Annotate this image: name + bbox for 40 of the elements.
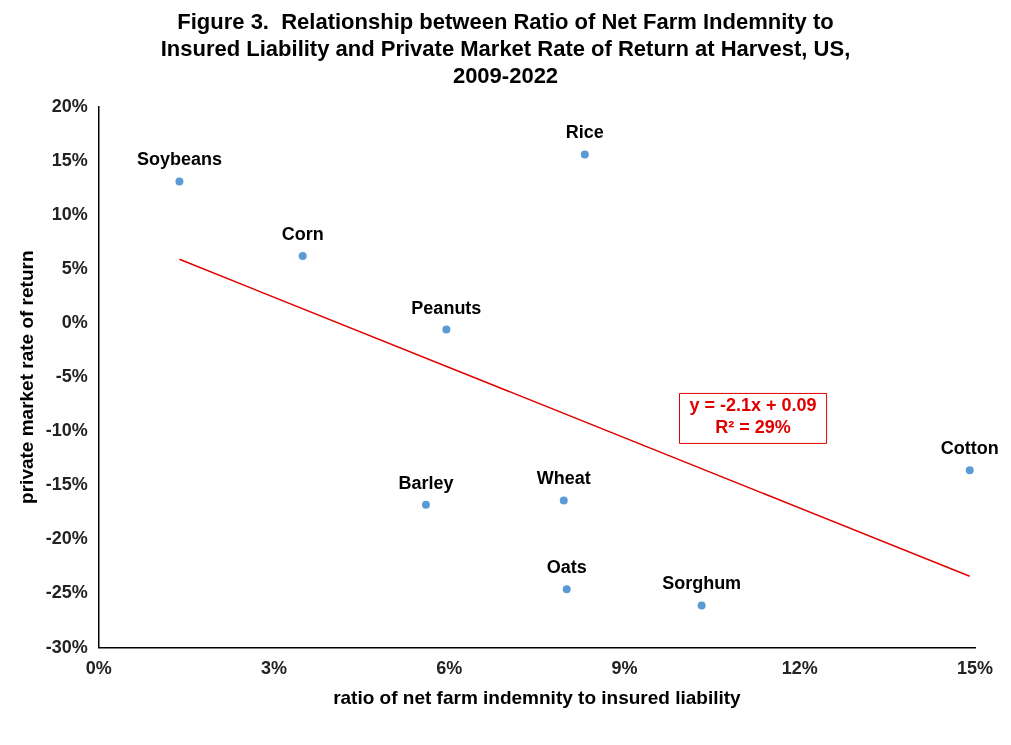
y-tick-label: -15% (45, 474, 88, 495)
y-tick-label: -25% (45, 582, 88, 603)
annotation: y = -2.1x + 0.09 (689, 395, 817, 416)
x-tick-label: 3% (261, 658, 288, 679)
y-tick-label: -5% (55, 366, 88, 387)
annotation: Corn (281, 224, 324, 245)
annotation: Rice (565, 122, 604, 143)
chart-title: Figure 3. Relationship between Ratio of Net Farm Indemnity to Insured Liability and Private Market Rate of Return at Harvest, US, 2009-2022 (159, 8, 852, 89)
x-tick-label: 15% (956, 658, 994, 679)
annotation: Oats (546, 557, 587, 578)
y-tick-label: 20% (51, 95, 88, 116)
y-tick-label: -30% (45, 636, 88, 657)
y-tick-label: 15% (51, 149, 88, 170)
y-tick-label: -20% (45, 528, 88, 549)
x-tick-label: 9% (611, 658, 638, 679)
y-tick-label: 5% (61, 258, 88, 279)
point (562, 585, 571, 594)
point (965, 466, 974, 475)
annotation: Barley (398, 472, 454, 493)
y-axis-title: private market rate of return (15, 250, 37, 504)
annotation: Wheat (536, 468, 591, 489)
x-tick-label: 12% (781, 658, 818, 679)
point (442, 325, 451, 334)
point (175, 177, 184, 186)
x-tick-label: 0% (85, 658, 112, 679)
annotation: Cotton (940, 438, 999, 459)
point (697, 601, 706, 610)
annotation: Peanuts (411, 297, 482, 318)
point (298, 252, 307, 261)
y-tick-label: -10% (45, 420, 88, 441)
annotation: R² = 29% (715, 417, 791, 438)
x-axis-title: ratio of net farm indemnity to insured liability (333, 686, 742, 708)
point (580, 150, 589, 159)
annotation: Soybeans (136, 149, 222, 170)
y-tick-label: 10% (51, 203, 88, 224)
y-tick-label: 0% (61, 312, 88, 333)
point (559, 496, 568, 505)
annotation: Sorghum (662, 573, 742, 594)
x-tick-label: 6% (436, 658, 463, 679)
point (421, 500, 430, 509)
